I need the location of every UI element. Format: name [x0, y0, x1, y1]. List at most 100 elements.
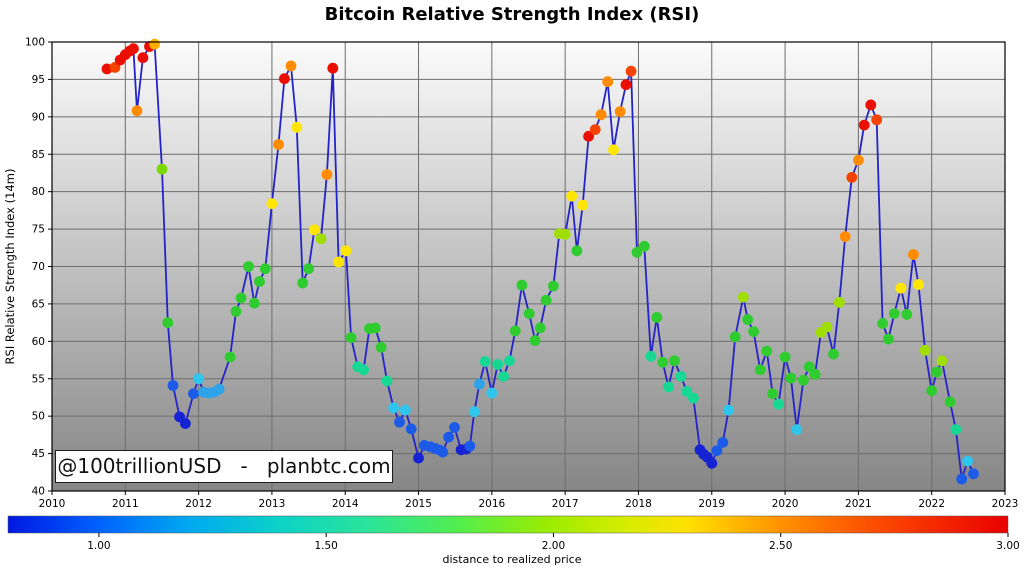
data-point [297, 277, 309, 289]
colorbar [7, 515, 1009, 534]
x-tick-label: 2023 [992, 498, 1019, 510]
x-tick-label: 2016 [478, 498, 505, 510]
data-point [449, 422, 460, 433]
x-tick-label: 2015 [405, 498, 432, 510]
data-point [315, 233, 327, 245]
data-point [413, 452, 424, 464]
x-tick-label: 2020 [772, 498, 799, 510]
data-point [399, 404, 411, 416]
data-point [303, 263, 314, 275]
y-axis-label: RSI Relative Strength Index (14m) [3, 169, 17, 365]
data-point [388, 402, 399, 414]
data-point [583, 130, 594, 142]
data-point [498, 371, 509, 382]
data-point [358, 364, 369, 376]
data-point [913, 279, 924, 290]
data-point [333, 256, 344, 268]
data-point [901, 309, 913, 320]
data-point [188, 388, 199, 400]
y-tick-label: 45 [32, 448, 45, 460]
watermark: @100trillionUSD - planbtc.com [55, 450, 393, 483]
data-point [828, 348, 839, 360]
data-point [729, 331, 741, 343]
data-point [950, 424, 962, 435]
y-tick-label: 65 [32, 298, 45, 310]
data-point [321, 169, 333, 180]
x-tick-label: 2011 [112, 498, 139, 510]
data-point [167, 380, 179, 391]
data-point [883, 333, 894, 345]
data-point [266, 198, 278, 210]
data-point [767, 388, 778, 400]
colorbar-tick-label: 1.50 [314, 540, 337, 552]
data-point [559, 228, 571, 240]
data-point [279, 73, 290, 85]
data-point [149, 38, 161, 50]
data-point [492, 359, 504, 370]
data-point [235, 292, 247, 304]
data-point [833, 297, 845, 308]
data-point [381, 375, 393, 387]
data-point [248, 297, 260, 309]
data-point [193, 373, 205, 385]
data-point [663, 381, 674, 393]
data-point [534, 322, 546, 334]
data-point [865, 99, 877, 111]
x-tick-label: 2019 [698, 498, 725, 510]
data-point [962, 455, 973, 467]
data-point [509, 325, 521, 337]
data-point [540, 294, 552, 306]
data-point [645, 350, 657, 362]
data-point [291, 121, 303, 133]
data-point [345, 332, 357, 343]
data-point [651, 312, 663, 323]
data-point [657, 356, 669, 368]
y-tick-label: 55 [32, 373, 45, 385]
x-tick-label: 2021 [845, 498, 872, 510]
y-tick-label: 60 [32, 336, 45, 348]
data-point [858, 119, 870, 131]
data-point [742, 314, 754, 325]
y-tick-label: 100 [25, 37, 45, 49]
data-point [791, 424, 803, 435]
data-point [711, 445, 723, 456]
data-point [468, 406, 480, 418]
axis-ticks [48, 41, 1006, 495]
data-point [761, 345, 773, 357]
plot-border [51, 41, 1006, 492]
x-tick-label: 2013 [259, 498, 286, 510]
data-point [798, 374, 809, 386]
data-point [259, 263, 271, 275]
data-point [785, 372, 797, 384]
data-point [717, 437, 729, 448]
data-point [394, 416, 405, 428]
data-point [675, 371, 687, 382]
data-point [748, 326, 759, 337]
data-point [566, 190, 578, 202]
data-point [877, 318, 888, 329]
data-point [919, 344, 931, 356]
colorbar-label: distance to realized price [443, 553, 582, 566]
data-point [309, 224, 320, 236]
data-point [614, 106, 626, 117]
y-tick-label: 95 [32, 74, 45, 86]
data-point [548, 280, 559, 292]
y-tick-label: 70 [32, 261, 45, 273]
data-point [681, 386, 693, 397]
data-point [529, 335, 541, 346]
data-point [737, 291, 749, 303]
data-point [437, 446, 449, 458]
y-tick-label: 40 [32, 486, 45, 498]
colorbar-tick-label: 2.00 [542, 540, 565, 552]
data-point [846, 172, 858, 183]
data-point [944, 396, 956, 408]
data-point [479, 356, 491, 367]
data-point [871, 114, 883, 126]
data-point [516, 279, 528, 291]
data-point [464, 440, 476, 452]
data-point [638, 240, 650, 252]
grid [52, 42, 1005, 491]
data-point [631, 246, 643, 258]
